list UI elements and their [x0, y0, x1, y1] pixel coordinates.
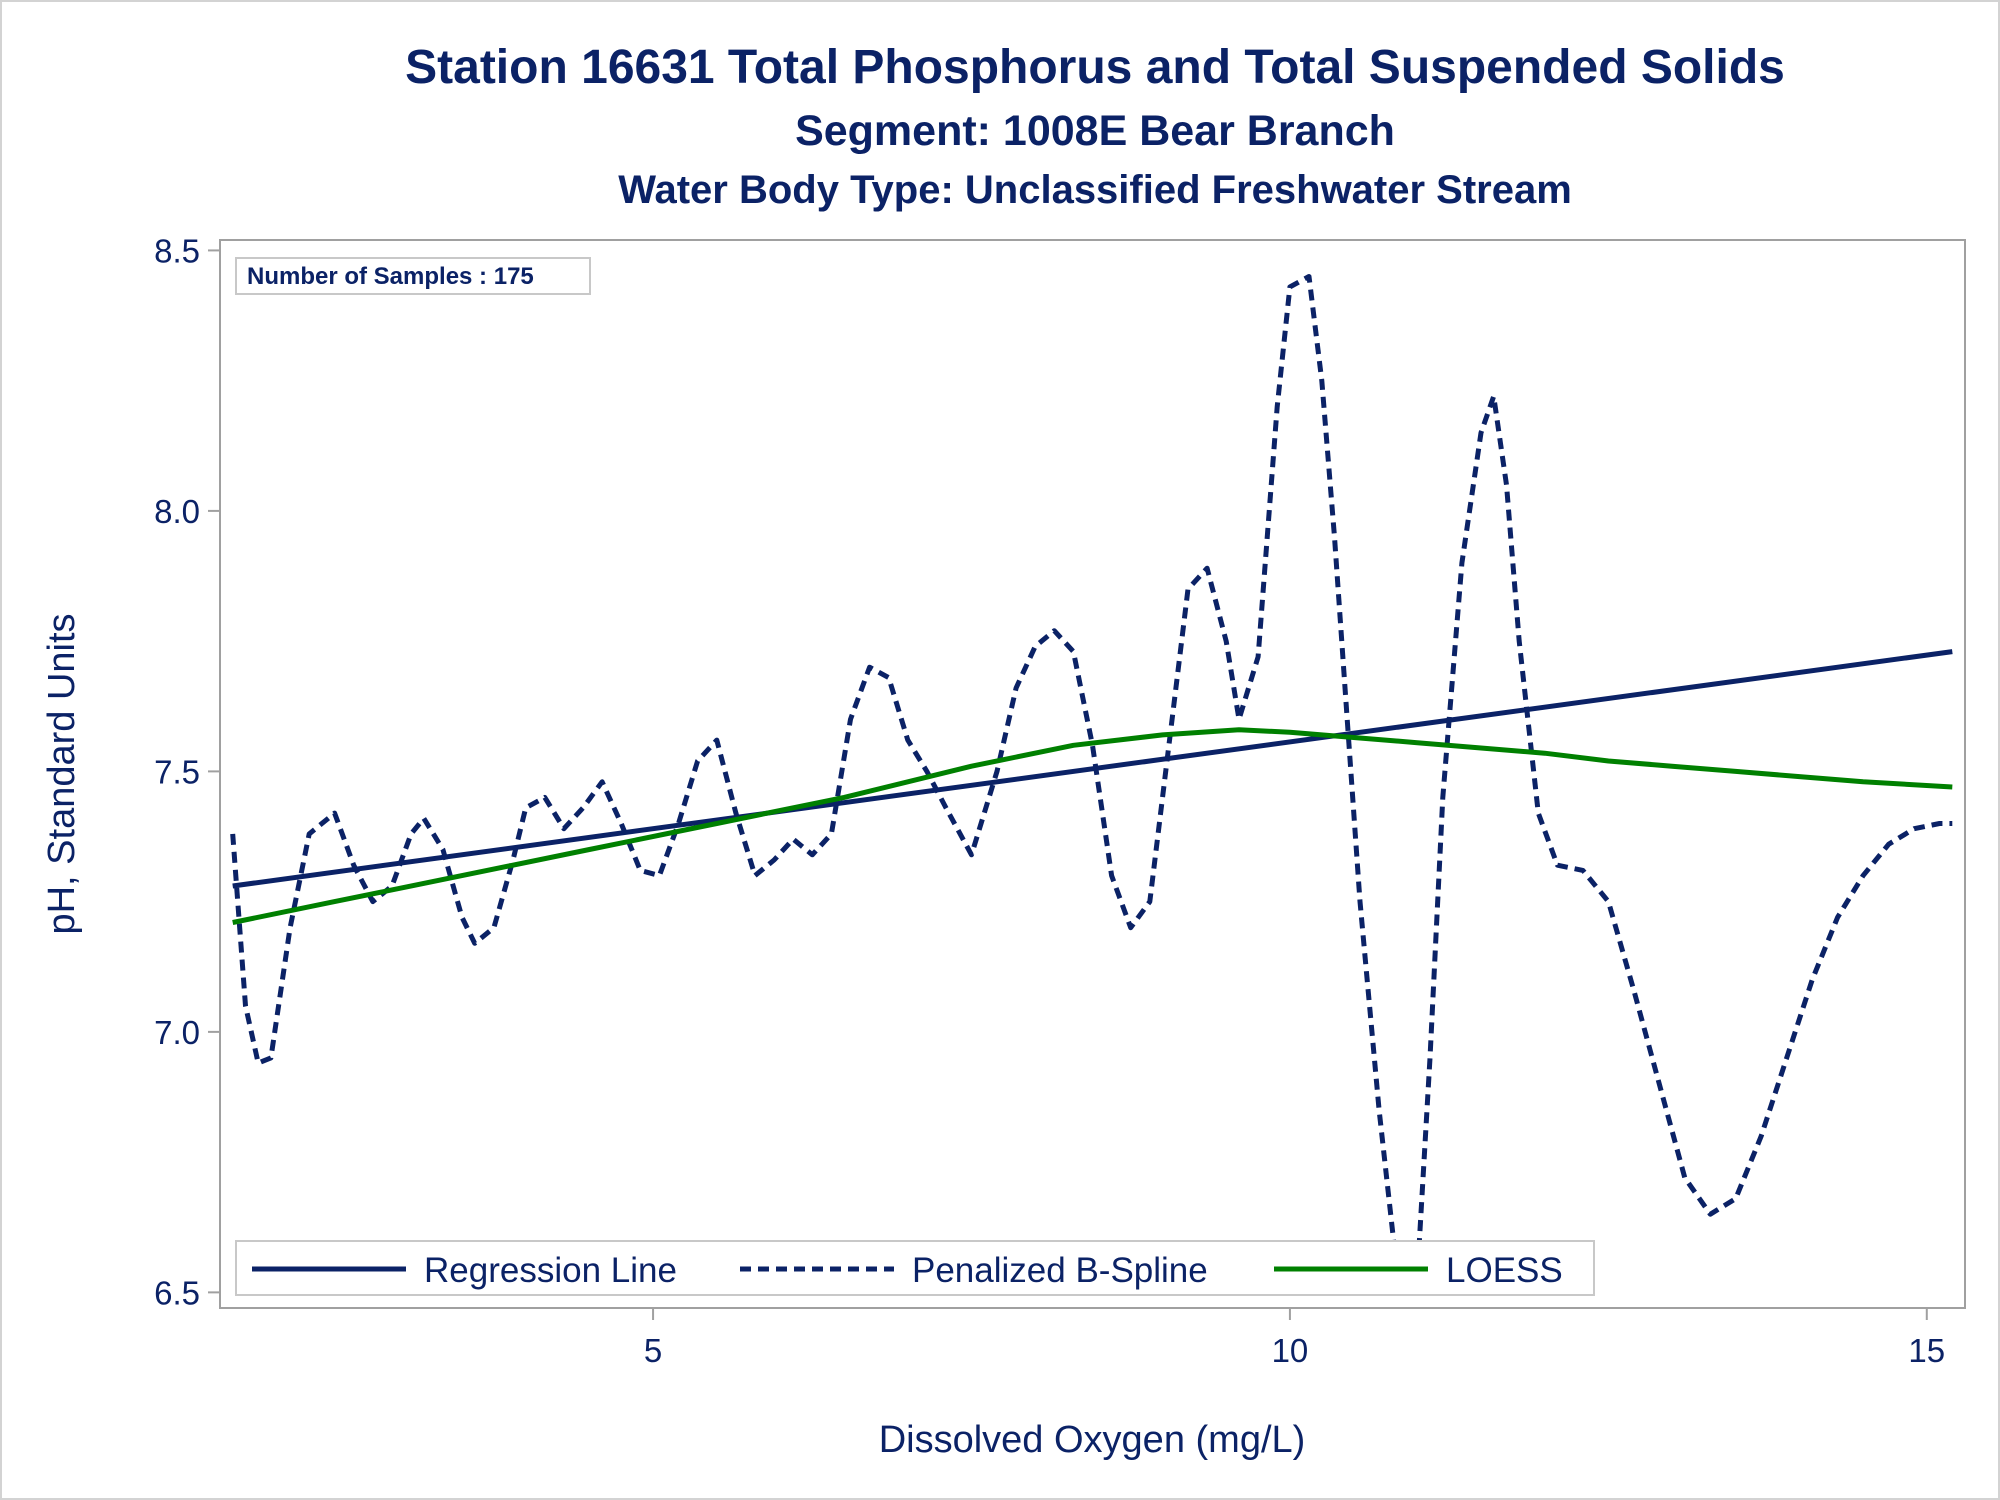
- samples-inset-box: [235, 257, 591, 295]
- y-axis: 6.5 7.0 7.5 8.0 8.5: [154, 232, 220, 1311]
- chart-subtitle-waterbody: Water Body Type: Unclassified Freshwater…: [618, 168, 1572, 212]
- plot-area: [219, 239, 1966, 1309]
- x-tick-label: 10: [1272, 1332, 1309, 1369]
- chart-subtitle-segment: Segment: 1008E Bear Branch: [795, 107, 1395, 155]
- x-axis-label: Dissolved Oxygen (mg/L): [879, 1419, 1306, 1461]
- legend-label-spline: Penalized B-Spline: [912, 1251, 1208, 1290]
- y-tick-label: 8.5: [154, 232, 200, 269]
- loess-line: [232, 727, 1953, 925]
- y-tick-label: 6.5: [154, 1274, 200, 1311]
- regression-line: [232, 649, 1953, 889]
- x-tick-label: 5: [644, 1332, 662, 1369]
- legend: Regression Line Penalized B-Spline LOESS: [235, 1240, 1595, 1296]
- legend-label-loess: LOESS: [1446, 1251, 1563, 1290]
- series-layer: [230, 274, 1953, 1285]
- chart-title: Station 16631 Total Phosphorus and Total…: [405, 41, 1785, 94]
- x-axis: 5 10 15: [644, 1308, 1945, 1369]
- legend-label-regression: Regression Line: [424, 1251, 677, 1290]
- samples-inset: Number of Samples : 175: [235, 257, 591, 295]
- samples-count-label: Number of Samples : 175: [247, 263, 534, 290]
- y-tick-label: 8.0: [154, 493, 200, 530]
- y-axis-label: pH, Standard Units: [41, 613, 83, 934]
- y-tick-label: 7.0: [154, 1014, 200, 1051]
- y-tick-label: 7.5: [154, 753, 200, 790]
- x-tick-label: 15: [1908, 1332, 1945, 1369]
- penalized-b-spline-line: [230, 274, 1953, 1285]
